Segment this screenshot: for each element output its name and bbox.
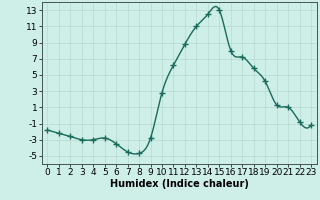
X-axis label: Humidex (Indice chaleur): Humidex (Indice chaleur)	[110, 179, 249, 189]
